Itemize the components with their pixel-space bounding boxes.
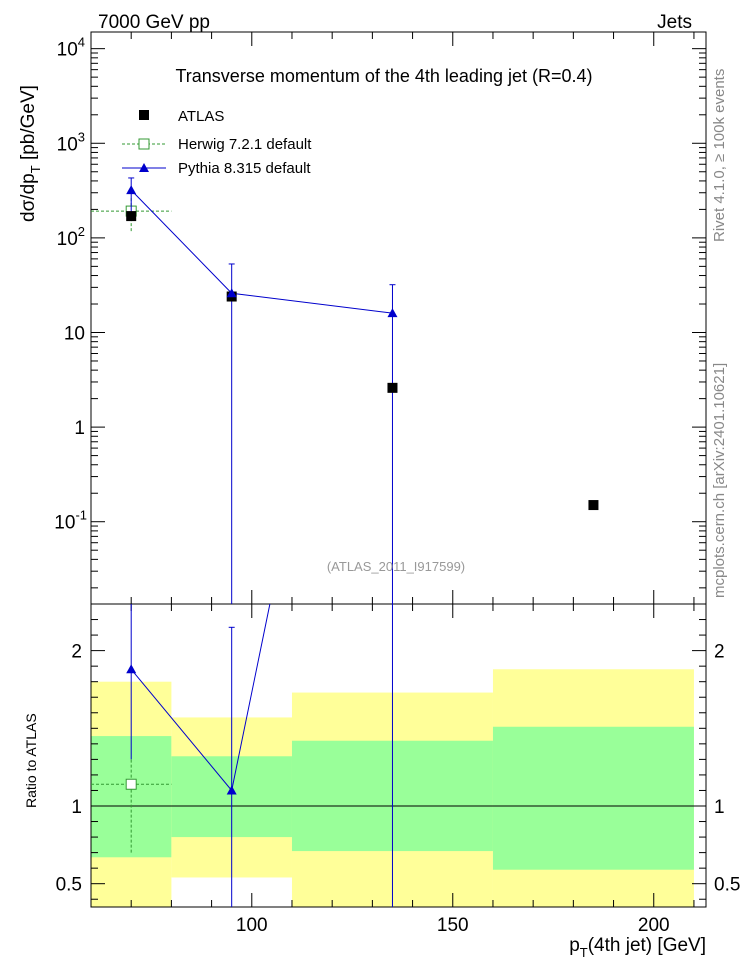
ratio-pythia-point xyxy=(226,785,237,795)
ratio-tick-label-right: 0.5 xyxy=(714,875,740,896)
x-axis-title-sub: T xyxy=(580,945,588,960)
x-tick-label: 100 xyxy=(236,915,268,936)
y-tick-base: 10 xyxy=(57,229,78,250)
pythia-point xyxy=(387,308,398,318)
pythia-line xyxy=(130,189,393,314)
y-tick-base: 10 xyxy=(54,513,75,534)
chart-title: Transverse momentum of the 4th leading j… xyxy=(175,66,592,86)
ratio-band-green-3 xyxy=(492,726,694,870)
y-tick-base: 10 xyxy=(57,134,78,155)
legend-herwig-label: Herwig 7.2.1 default xyxy=(178,136,312,153)
y-axis-title-sub: T xyxy=(28,165,43,173)
pythia-point xyxy=(126,185,137,195)
ratio-herwig-point xyxy=(125,778,137,790)
atlas-point xyxy=(387,382,398,393)
y-tick-exponent: 3 xyxy=(78,129,85,144)
y-tick-exponent: -1 xyxy=(75,508,87,523)
y-tick-label: 1 xyxy=(74,418,85,439)
y-tick-label: 10-1 xyxy=(54,508,87,534)
y-tick-label: 103 xyxy=(57,129,85,155)
ratio-tick-label: 1 xyxy=(71,797,82,818)
rivet-label: Rivet 4.1.0, ≥ 100k events xyxy=(711,69,728,242)
x-axis-title-p: p xyxy=(569,935,580,956)
analysis-tag: (ATLAS_2011_I917599) xyxy=(327,559,465,574)
y-tick-exponent: 2 xyxy=(78,224,85,239)
y-axis-title-unit: [pb/GeV] xyxy=(18,85,39,165)
y-tick-base: 10 xyxy=(57,40,78,61)
legend-pythia-marker xyxy=(139,163,149,172)
x-axis-title-rest: (4th jet) [GeV] xyxy=(588,935,706,956)
ratio-tick-label: 2 xyxy=(71,642,82,663)
y-tick-label: 102 xyxy=(57,224,85,250)
legend: ATLAS Herwig 7.2.1 default Pythia 8.315 … xyxy=(122,108,312,177)
y-axis-title: dσ/dpT [pb/GeV] xyxy=(18,85,43,222)
ratio-frame xyxy=(90,603,707,908)
y-tick-label: 104 xyxy=(57,35,85,61)
ratio-plot-data xyxy=(91,1,397,907)
legend-herwig-marker xyxy=(138,138,150,150)
pythia-point xyxy=(226,288,237,298)
header-right: Jets xyxy=(657,12,692,33)
x-tick-label: 150 xyxy=(437,915,469,936)
ratio-tick-label-right: 1 xyxy=(714,797,725,818)
ratio-y-axis-title: Ratio to ATLAS xyxy=(23,713,39,808)
legend-atlas-label: ATLAS xyxy=(178,108,224,125)
header-left: 7000 GeV pp xyxy=(98,12,210,33)
atlas-point xyxy=(588,500,599,511)
legend-atlas-marker xyxy=(139,110,149,120)
ratio-pythia-point xyxy=(126,664,137,674)
x-axis: 100 150 200 xyxy=(90,32,695,936)
y-axis-title-text: dσ/dp xyxy=(18,173,39,222)
ratio-pythia-point xyxy=(387,1,397,10)
ratio-pythia-line xyxy=(130,604,271,792)
mcplots-label: mcplots.cern.ch [arXiv:2401.10621] xyxy=(711,363,728,598)
x-axis-title: pT(4th jet) [GeV] xyxy=(569,935,706,960)
atlas-point xyxy=(126,211,137,222)
y-tick-exponent: 4 xyxy=(78,35,85,50)
ratio-tick-label: 0.5 xyxy=(56,875,82,896)
ratio-y-axis: 0.5 0.5 1 1 2 2 xyxy=(56,619,740,900)
legend-pythia-label: Pythia 8.315 default xyxy=(178,160,311,177)
ratio-bands xyxy=(91,669,706,907)
main-plot-data xyxy=(91,177,599,604)
y-tick-label: 10 xyxy=(64,323,85,344)
x-tick-label: 200 xyxy=(638,915,670,936)
ratio-tick-label-right: 2 xyxy=(714,642,725,663)
